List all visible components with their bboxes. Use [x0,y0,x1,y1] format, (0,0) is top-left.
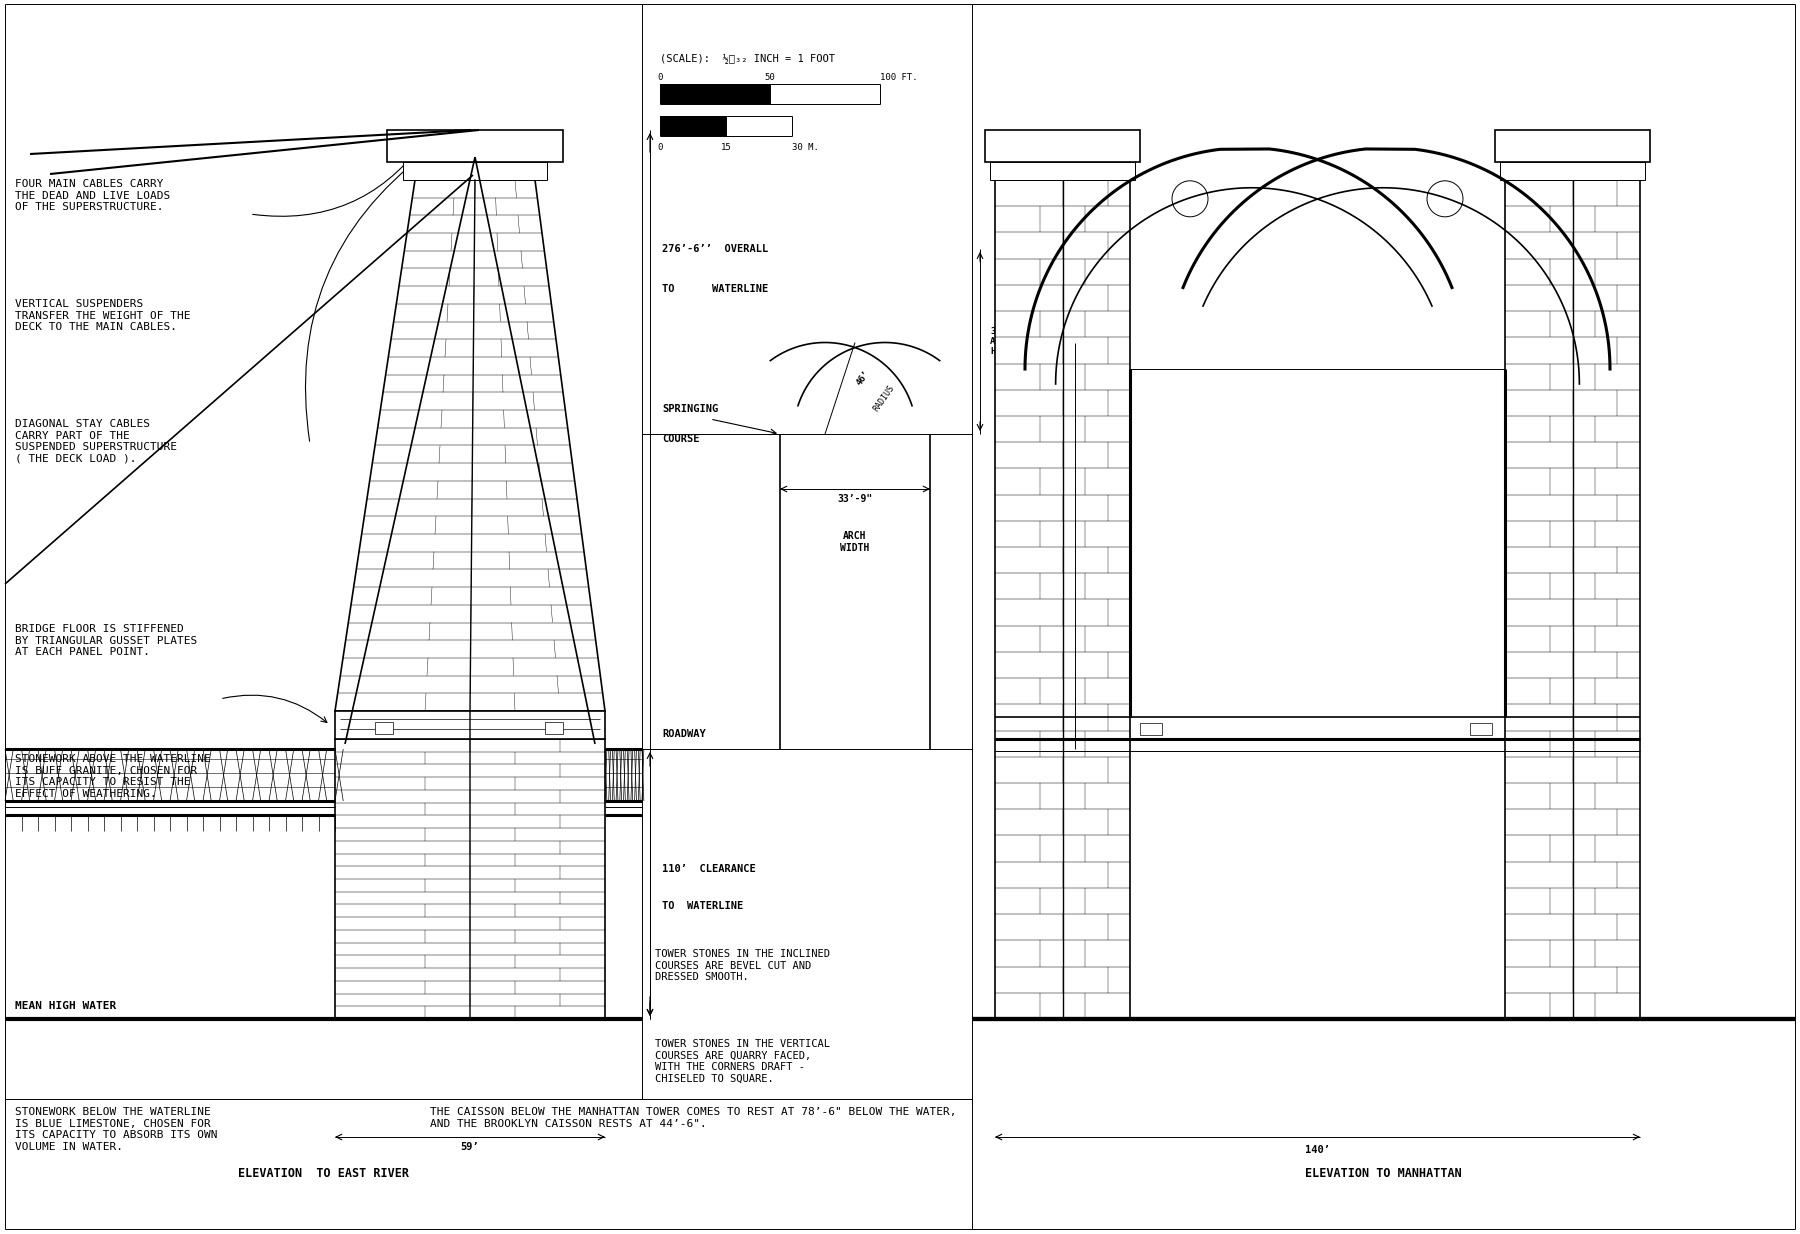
Text: VERTICAL SUSPENDERS
TRANSFER THE WEIGHT OF THE
DECK TO THE MAIN CABLES.: VERTICAL SUSPENDERS TRANSFER THE WEIGHT … [14,299,191,332]
Text: 30 M.: 30 M. [792,143,819,152]
Text: THE CAISSON BELOW THE MANHATTAN TOWER COMES TO REST AT 78’-6" BELOW THE WATER,
A: THE CAISSON BELOW THE MANHATTAN TOWER CO… [430,1107,956,1129]
Bar [661,84,770,104]
Text: 59’: 59’ [461,1141,479,1153]
Bar [995,180,1130,1019]
Text: 276’-6’’  OVERALL: 276’-6’’ OVERALL [662,244,769,254]
Text: STONEWORK BELOW THE WATERLINE
IS BLUE LIMESTONE, CHOSEN FOR
ITS CAPACITY TO ABSO: STONEWORK BELOW THE WATERLINE IS BLUE LI… [14,1107,218,1151]
Text: 50: 50 [765,73,776,81]
Text: TOWER STONES IN THE INCLINED
COURSES ARE BEVEL CUT AND
DRESSED SMOOTH.: TOWER STONES IN THE INCLINED COURSES ARE… [655,949,830,982]
Text: ELEVATION TO MANHATTAN: ELEVATION TO MANHATTAN [1305,1167,1462,1180]
Text: TO      WATERLINE: TO WATERLINE [662,284,769,294]
Text: 0: 0 [657,143,662,152]
Bar [1471,723,1492,735]
Text: FOUR MAIN CABLES CARRY
THE DEAD AND LIVE LOADS
OF THE SUPERSTRUCTURE.: FOUR MAIN CABLES CARRY THE DEAD AND LIVE… [14,179,171,212]
Bar [1139,723,1163,735]
Polygon shape [335,180,605,711]
Text: ELEVATION  TO EAST RIVER: ELEVATION TO EAST RIVER [238,1167,409,1180]
Text: 36’
ARCH
HEIGHT: 36’ ARCH HEIGHT [990,327,1022,357]
Polygon shape [335,739,605,1019]
Text: TO  WATERLINE: TO WATERLINE [662,901,743,911]
Text: 100 FT.: 100 FT. [880,73,918,81]
Text: 140’: 140’ [1305,1145,1330,1155]
Text: BRIDGE FLOOR IS STIFFENED
BY TRIANGULAR GUSSET PLATES
AT EACH PANEL POINT.: BRIDGE FLOOR IS STIFFENED BY TRIANGULAR … [14,624,198,658]
Text: MEAN HIGH WATER: MEAN HIGH WATER [14,1001,117,1011]
Text: (SCALE):  ½⁄₃₂ INCH = 1 FOOT: (SCALE): ½⁄₃₂ INCH = 1 FOOT [661,54,835,64]
Bar [387,130,563,162]
Bar [1499,162,1645,180]
Text: 110’  CLEARANCE: 110’ CLEARANCE [662,864,756,874]
Text: ROADWAY: ROADWAY [662,729,706,739]
Text: 33’-9": 33’-9" [837,494,873,503]
Text: 0: 0 [657,73,662,81]
Bar [661,116,725,136]
Text: DIAGONAL STAY CABLES
CARRY PART OF THE
SUSPENDED SUPERSTRUCTURE
( THE DECK LOAD : DIAGONAL STAY CABLES CARRY PART OF THE S… [14,420,176,464]
Bar [985,130,1139,162]
Text: 15: 15 [720,143,731,152]
Bar [403,162,547,180]
Bar [1505,180,1640,1019]
Text: 46’: 46’ [855,369,871,387]
Bar [545,722,563,734]
Text: RADIUS: RADIUS [871,384,896,413]
Text: STONEWORK ABOVE THE WATERLINE
IS BUFF GRANITE, CHOSEN FOR
ITS CAPACITY TO RESIST: STONEWORK ABOVE THE WATERLINE IS BUFF GR… [14,754,211,798]
Bar [1496,130,1651,162]
Text: 117’
VAULT: 117’ VAULT [1084,619,1111,639]
Text: COURSE: COURSE [662,434,700,444]
Text: TOWER STONES IN THE VERTICAL
COURSES ARE QUARRY FACED,
WITH THE CORNERS DRAFT -
: TOWER STONES IN THE VERTICAL COURSES ARE… [655,1039,830,1083]
Bar [335,711,605,739]
Text: ARCH
WIDTH: ARCH WIDTH [841,531,869,553]
Bar [374,722,392,734]
Text: SPRINGING: SPRINGING [662,404,718,413]
Bar [990,162,1136,180]
